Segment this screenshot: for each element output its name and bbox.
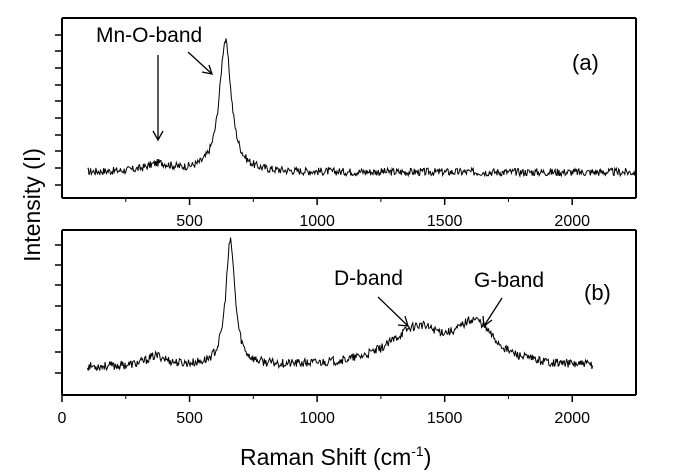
x-axis-title-superscript: -1 [411,443,424,459]
x-axis-title: Raman Shift (cm-1) [240,443,431,470]
panel-b-series-line [87,237,594,372]
d-band-annotation: D-band [334,267,403,290]
mn-o-arrow-down-head [152,130,164,142]
mn-o-arrow-diag-head [201,64,213,75]
y-axis-title: Intensity (I) [19,148,45,262]
panel-b-x-tick-label: 2000 [554,410,590,427]
d-band-arrow-head [397,315,409,327]
panel-b-x-tick-label: 1500 [427,410,463,427]
panel-b-x-ticks: 0 500 1000 1500 2000 [58,395,590,427]
panel-a-y-ticks [55,34,62,186]
panel-a-x-tick-label: 1000 [299,213,335,230]
panel-b-x-tick-label: 1000 [299,410,335,427]
panel-b-label: (b) [584,280,611,305]
x-axis-title-main: Raman Shift (cm [240,444,411,470]
x-axis-title-close: ) [424,444,432,470]
g-band-annotation: G-band [474,269,544,292]
panel-a-series-line [87,38,636,178]
g-band-arrow [483,297,503,327]
panel-b-y-ticks [55,244,62,374]
mn-o-arrow-diag [187,51,213,75]
panel-a-label: (a) [572,50,599,75]
panel-b-x-tick-label: 0 [58,410,67,427]
panel-a-x-tick-label: 500 [176,213,203,230]
panel-b: 0 500 1000 1500 2000 (b) D-band G-band [55,229,637,427]
g-band-arrow-head [482,315,493,328]
panel-b-x-tick-label: 500 [176,410,203,427]
panel-a-x-tick-label: 2000 [554,213,590,230]
panel-a: 500 1000 1500 2000 (a) Mn-O-band [55,17,637,230]
panel-a-x-ticks: 500 1000 1500 2000 [125,198,590,230]
mn-o-band-annotation: Mn-O-band [96,24,202,47]
panel-a-x-tick-label: 1500 [427,213,463,230]
d-band-arrow [377,296,409,327]
